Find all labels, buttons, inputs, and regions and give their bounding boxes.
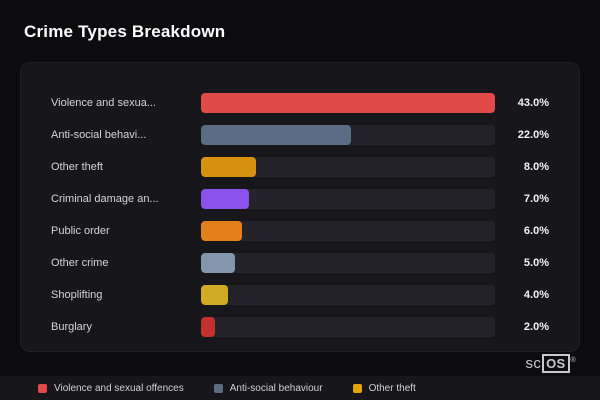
legend-swatch-icon: [352, 383, 362, 393]
brand-prefix: sc: [525, 355, 542, 372]
chart-panel: Violence and sexua... 43.0% Anti-social be…: [20, 62, 580, 352]
bar-row: Other theft 8.0%: [51, 157, 549, 177]
legend-item[interactable]: Other theft: [352, 382, 416, 394]
page-title: Crime Types Breakdown: [24, 22, 226, 41]
bar-track: [201, 189, 495, 209]
bar-row: Criminal damage an... 7.0%: [51, 189, 549, 209]
brand-suffix: OS: [542, 354, 570, 373]
value-label: 2.0%: [523, 321, 549, 333]
value-label: 43.0%: [517, 97, 549, 109]
bar-track: [201, 317, 495, 337]
bar-fill[interactable]: [201, 189, 249, 209]
value-label: 4.0%: [523, 289, 549, 301]
chart-legend: Violence and sexual offences Anti-social …: [0, 376, 600, 400]
bar-chart: Violence and sexua... 43.0% Anti-social be…: [51, 93, 549, 337]
category-label: Public order: [51, 225, 110, 237]
bar-row: Shoplifting 4.0%: [51, 285, 549, 305]
legend-swatch-icon: [38, 383, 47, 393]
category-label: Other theft: [51, 161, 103, 173]
legend-item[interactable]: Violence and sexual offences: [38, 383, 184, 394]
bar-row: Other crime 5.0%: [51, 253, 549, 273]
bar-track: [201, 285, 495, 305]
bar-fill[interactable]: [201, 93, 495, 113]
legend-swatch-icon: [213, 383, 223, 393]
bar-row: Anti-social behavi... 22.0%: [51, 125, 549, 145]
category-label: Anti-social behavi...: [51, 129, 147, 141]
bar-fill[interactable]: [201, 317, 215, 337]
scos-logo: sc OS ®: [525, 354, 576, 373]
bar-fill[interactable]: [201, 125, 352, 145]
legend-label: Violence and sexual offences: [54, 382, 184, 394]
legend-item[interactable]: Anti-social behaviour: [213, 382, 323, 394]
bar-track: [201, 93, 495, 113]
bar-track: [201, 125, 495, 145]
bar-fill[interactable]: [201, 285, 229, 305]
bar-fill[interactable]: [201, 253, 236, 273]
value-label: 8.0%: [523, 161, 549, 173]
bar-track: [201, 157, 495, 177]
legend-label: Anti-social behaviour: [229, 382, 323, 394]
value-label: 6.0%: [523, 225, 549, 237]
category-label: Criminal damage an...: [51, 193, 159, 205]
bar-track: [201, 253, 495, 273]
category-label: Other crime: [51, 257, 109, 269]
legend-label: Other theft: [368, 382, 416, 394]
bar-row: Violence and sexua... 43.0%: [51, 93, 549, 113]
category-label: Violence and sexua...: [51, 97, 156, 109]
value-label: 7.0%: [523, 193, 549, 205]
bar-fill[interactable]: [201, 157, 256, 177]
category-label: Burglary: [51, 321, 92, 333]
bar-track: [201, 221, 495, 241]
category-label: Shoplifting: [51, 289, 103, 301]
bar-row: Public order 6.0%: [51, 221, 549, 241]
bar-row: Burglary 2.0%: [51, 317, 549, 337]
value-label: 5.0%: [523, 257, 549, 269]
value-label: 22.0%: [517, 129, 549, 141]
bar-fill[interactable]: [201, 221, 243, 241]
registered-mark: ®: [570, 357, 576, 364]
